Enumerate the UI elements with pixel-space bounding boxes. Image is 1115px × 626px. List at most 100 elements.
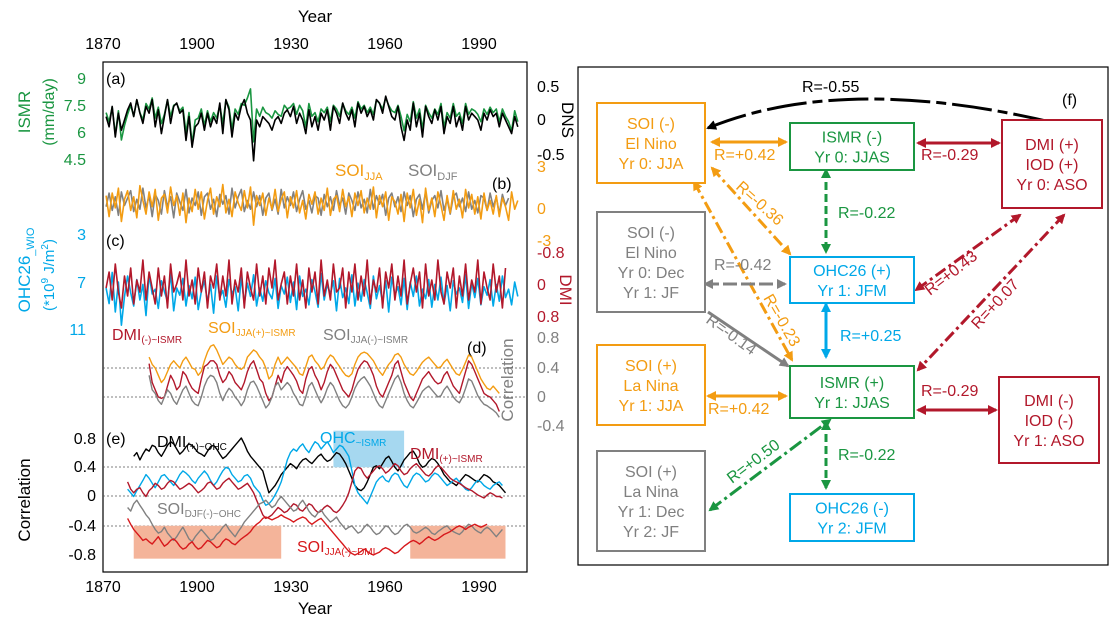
- series-line-a-dns: [105, 95, 519, 162]
- legend-d-soi-plus: SOIJJA(+)~ISMR: [208, 320, 296, 339]
- box-frame: [596, 102, 706, 184]
- legend-e-soi-jja-dmi-main: SOI: [297, 539, 325, 556]
- dns-axis-title: DNS: [558, 102, 577, 138]
- panel-b-legend: SOIJJA SOIDJF: [335, 161, 458, 183]
- corr-e-tick-label: -0.4: [68, 518, 96, 535]
- bottom-year-tick-label: 1960: [367, 579, 403, 596]
- arrow-soi-dmi-top: [706, 97, 1077, 131]
- box-text-line: OHC26 (-): [815, 501, 889, 518]
- diagram-boxes: SOI (-) El Nino Yr 0: JJA ISMR (-) Yr 0: JJA…: [596, 102, 1103, 552]
- arrow-dmi-ismr: [916, 213, 1066, 372]
- box-frame: [789, 365, 915, 419]
- legend-e-dmi-ismr-main: DMI: [410, 446, 439, 463]
- legend-e-ohc-ismr-sub: ~ISMR: [356, 438, 387, 449]
- box-text-line: OHC26 (+): [813, 263, 891, 280]
- panel-label-b: (b): [492, 176, 512, 193]
- ohc-unit-b: J/m: [41, 250, 58, 278]
- panel-e-left-axis: 0.8 0.4 0 -0.4 -0.8 Correlation: [15, 431, 96, 564]
- legend-soi-jja-main: SOI: [335, 161, 364, 180]
- shaded-period-1: [133, 525, 282, 559]
- label-r-top: R=-0.55: [802, 79, 859, 96]
- top-year-tick-label: 1870: [85, 36, 121, 53]
- panel-label-e: (e): [106, 431, 126, 448]
- legend-e-dmi-ismr-sub: (+)~ISMR: [439, 454, 482, 465]
- dns-tick-label: -0.5: [537, 147, 565, 164]
- panel-label-c: (c): [106, 233, 125, 250]
- series-line-d-dmi-ismr: [148, 360, 500, 412]
- reference-lines: [103, 367, 527, 527]
- label-r-dmi-ohc: R=+0.43: [922, 248, 981, 299]
- soi-tick-label: -3: [537, 233, 551, 250]
- series-line-d-soi-jja-ismr: [148, 374, 500, 418]
- box-text-line: El Nino: [625, 136, 677, 153]
- box-text-line: ISMR (+): [820, 375, 884, 392]
- box-text-line: El Nino: [625, 245, 677, 262]
- legend-d-soi-plus-sub: JJA(+)~ISMR: [236, 328, 296, 339]
- label-r-ohc-ismr: R=+0.25: [840, 328, 901, 345]
- legend-e-soi-djf-ohc-sub: DJF(-)~OHC: [185, 509, 241, 520]
- box-soi-neg-djf: SOI (-) El Nino Yr 0: Dec Yr 1: JF: [596, 211, 706, 313]
- corr-d-tick-label: 0.4: [537, 360, 559, 377]
- label-r-dmi-ismr: R=+0.07: [968, 276, 1022, 333]
- box-soi-pos-jja: SOI (+) La Nina Yr 1: JJA: [596, 344, 706, 426]
- panel-e-legend: DMI(+)~OHC OHC~ISMR DMI(+)~ISMR SOIDJF(-…: [157, 430, 483, 558]
- legend-d-dmi-sub: (-)~ISMR: [141, 335, 182, 346]
- panel-label-f: (f): [1062, 92, 1077, 109]
- corr-d-tick-label: 0.8: [537, 330, 559, 347]
- legend-d-soi-minus-main: SOI: [323, 327, 351, 344]
- series-line-e-soi-djf-ohc: [127, 495, 503, 543]
- box-frame: [789, 256, 915, 304]
- legend-e-ohc-ismr: OHC~ISMR: [320, 430, 386, 449]
- corr-d-tick-label: -0.4: [537, 418, 565, 435]
- series-line-c-ohc26-wio: [105, 271, 519, 327]
- soi-tick-label: 3: [537, 159, 546, 176]
- ismr-tick-label: 4.5: [64, 152, 86, 169]
- series-line-e-dmi-ismr: [126, 462, 503, 520]
- panel-d-legend: DMI(-)~ISMR SOIJJA(+)~ISMR SOIJJA(-)~ISM…: [112, 320, 408, 346]
- box-text-line: ISMR (-): [822, 130, 882, 147]
- box-text-line: Yr 1: JJAS: [814, 395, 890, 412]
- ohc-axis-unit: (*109 J/m2): [40, 239, 58, 311]
- series-line-e-soi-jja-dmi: [126, 514, 488, 556]
- box-text-line: Yr 1: JFM: [817, 283, 886, 300]
- box-frame: [596, 344, 706, 426]
- box-text-line: Yr 0: JJA: [619, 156, 684, 173]
- bottom-year-tick-label: 1870: [85, 579, 121, 596]
- box-frame: [1001, 119, 1103, 209]
- ohc-axis-title: OHC26_WIO: [15, 227, 37, 312]
- label-r-soi-djf-ohc: R=-0.42: [714, 257, 771, 274]
- top-year-tick-label: 1990: [461, 36, 497, 53]
- ohc-unit-close: ): [41, 239, 58, 244]
- box-text-line: DMI (-): [1024, 393, 1074, 410]
- ismr-axis-title: ISMR: [15, 91, 34, 134]
- legend-soi-jja-sub: JJA: [364, 171, 383, 183]
- dmi-tick-label: 0.8: [537, 309, 559, 326]
- box-frame: [789, 493, 915, 542]
- box-text-line: SOI (+): [625, 358, 677, 375]
- legend-soi-jja: SOIJJA: [335, 161, 383, 183]
- box-text-line: Yr 0: ASO: [1016, 177, 1087, 194]
- series-line-e-ohc-ismr: [127, 441, 503, 506]
- series-layer: [105, 88, 519, 556]
- panel-f-frame: [577, 66, 1109, 566]
- legend-d-soi-minus: SOIJJA(-)~ISMR: [323, 327, 408, 346]
- corr-e-tick-label: 0.4: [74, 459, 96, 476]
- series-line-b-soi-jja: [105, 183, 519, 226]
- legend-d-soi-plus-main: SOI: [208, 320, 236, 337]
- label-r-ismr-ohc-pos: R=-0.22: [838, 447, 895, 464]
- ohc-tick-label: 11: [69, 322, 86, 339]
- ohc-unit-a: (*10: [41, 283, 58, 311]
- soi-tick-label: 0: [537, 201, 546, 218]
- legend-e-soi-djf-ohc-main: SOI: [157, 501, 185, 518]
- bottom-year-axis: 1870 1900 1930 1960 1990: [85, 579, 497, 596]
- box-ismr-neg: ISMR (-) Yr 0: JJAS: [789, 122, 915, 171]
- panel-a-left-axis: 9 7.5 6 4.5 ISMR (mm/day): [15, 71, 86, 169]
- corr-d-tick-label: 0: [537, 389, 546, 406]
- legend-e-soi-jja-dmi-sub: JJA(-)~DMI: [325, 547, 376, 558]
- corr-d-axis-title: Correlation: [498, 338, 517, 421]
- series-line-a-ismr: [105, 88, 519, 145]
- label-r-soi-djf-ismr: R=-0.14: [703, 311, 759, 359]
- corr-e-tick-label: 0: [87, 488, 96, 505]
